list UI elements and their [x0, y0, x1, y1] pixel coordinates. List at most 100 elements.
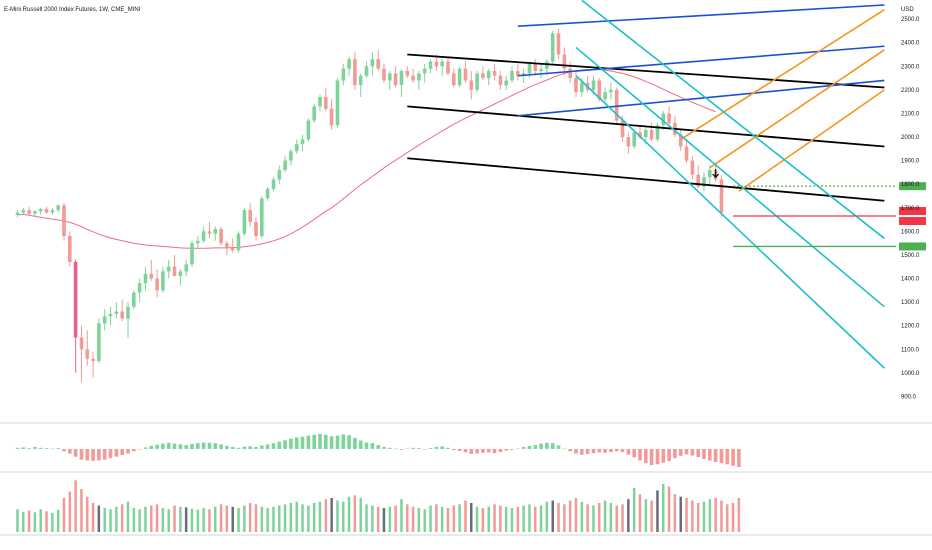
candle-body — [219, 229, 223, 244]
oscillator-bar — [620, 449, 625, 453]
candle-body — [545, 61, 549, 69]
oscillator-bar — [382, 447, 386, 449]
oscillator-bar — [504, 449, 508, 451]
oscillator-bar — [644, 449, 648, 464]
oscillator-bar — [556, 445, 561, 449]
current-price-tag — [899, 217, 926, 226]
candle-body — [405, 71, 410, 76]
volume-bar — [301, 504, 304, 532]
candle-body — [85, 349, 90, 359]
candle-body — [609, 89, 613, 93]
oscillator-bar — [137, 449, 142, 450]
price-tick-label: 1000.0 — [901, 371, 920, 377]
oscillator-bar — [207, 442, 212, 449]
candle-body — [318, 97, 322, 107]
volume-bar — [208, 509, 211, 532]
oscillator-bar — [97, 449, 101, 461]
oscillator-bar — [353, 437, 357, 449]
oscillator-bar — [265, 444, 270, 449]
oscillator-bar — [318, 434, 322, 449]
oscillator-bar — [457, 449, 462, 451]
volume-bar — [359, 498, 362, 532]
volume-bar — [260, 506, 264, 532]
oscillator-panel[interactable] — [15, 434, 741, 467]
oscillator-bar — [684, 449, 689, 455]
blue-channel-line — [517, 79, 885, 117]
oscillator-bar — [132, 449, 136, 452]
volume-bar — [662, 484, 665, 532]
candle-body — [492, 71, 497, 76]
volume-bar — [406, 504, 409, 532]
candle-body — [56, 205, 60, 211]
oscillator-bar — [632, 449, 636, 458]
volume-bar — [248, 503, 252, 532]
oscillator-bar — [719, 449, 724, 464]
oscillator-bar — [364, 442, 369, 449]
oscillator-bar — [329, 436, 334, 449]
candle-body — [277, 170, 282, 180]
volume-bar — [382, 508, 386, 532]
oscillator-bar — [155, 444, 159, 449]
oscillator-bar — [166, 442, 171, 449]
candle-body — [27, 210, 31, 214]
candle-body — [102, 316, 107, 324]
volume-panel[interactable] — [16, 480, 741, 532]
candle-body — [411, 75, 415, 81]
volume-bar — [545, 501, 549, 532]
volume-bar — [510, 508, 514, 532]
candle-body — [702, 177, 706, 187]
oscillator-bar — [591, 449, 596, 454]
volume-bar — [103, 508, 106, 532]
candle-body — [33, 211, 37, 214]
volume-bar — [423, 509, 426, 532]
candle-body — [550, 33, 555, 62]
oscillator-bar — [422, 449, 427, 450]
volume-bar — [120, 504, 124, 532]
candle-body — [393, 73, 398, 86]
volume-bar — [132, 508, 136, 532]
volume-bar — [691, 500, 694, 532]
volume-bar — [16, 509, 19, 532]
oscillator-bar — [370, 443, 375, 449]
candle-body — [196, 240, 200, 244]
candle-body — [620, 120, 625, 137]
oscillator-bar — [108, 449, 113, 459]
candle-body — [678, 134, 683, 147]
oscillator-bar — [550, 443, 555, 449]
volume-bar — [336, 500, 339, 532]
volume-bar — [33, 512, 37, 532]
oscillator-bar — [481, 449, 485, 453]
volume-bar — [376, 506, 380, 532]
oscillator-bar — [236, 447, 241, 449]
volume-bar — [400, 499, 403, 532]
price-tick-label: 1200.0 — [901, 324, 920, 330]
volume-bar — [312, 503, 316, 532]
candle-body — [190, 243, 194, 265]
price-panel[interactable] — [15, 0, 896, 383]
candle-body — [201, 231, 206, 241]
candle-body — [388, 73, 392, 81]
oscillator-bar — [120, 449, 124, 456]
oscillator-bar — [690, 449, 695, 456]
oscillator-bar — [545, 442, 549, 449]
volume-bar — [522, 505, 525, 532]
oscillator-bar — [667, 449, 671, 462]
volume-bar — [138, 509, 141, 532]
volume-bar — [499, 505, 502, 532]
oscillator-bar — [283, 440, 287, 449]
volume-bar — [673, 494, 677, 532]
oscillator-bar — [289, 438, 293, 449]
volume-bar — [144, 506, 147, 532]
volume-bar — [417, 508, 421, 532]
candle-body — [376, 59, 380, 69]
candle-body — [335, 80, 340, 126]
candle-body — [358, 75, 363, 86]
volume-bar — [446, 508, 450, 532]
oscillator-bar — [312, 434, 316, 449]
volume-bar — [39, 509, 42, 532]
volume-bar — [27, 510, 31, 532]
volume-bar — [720, 500, 723, 532]
oscillator-bar — [347, 435, 351, 449]
candle-body — [644, 130, 648, 138]
